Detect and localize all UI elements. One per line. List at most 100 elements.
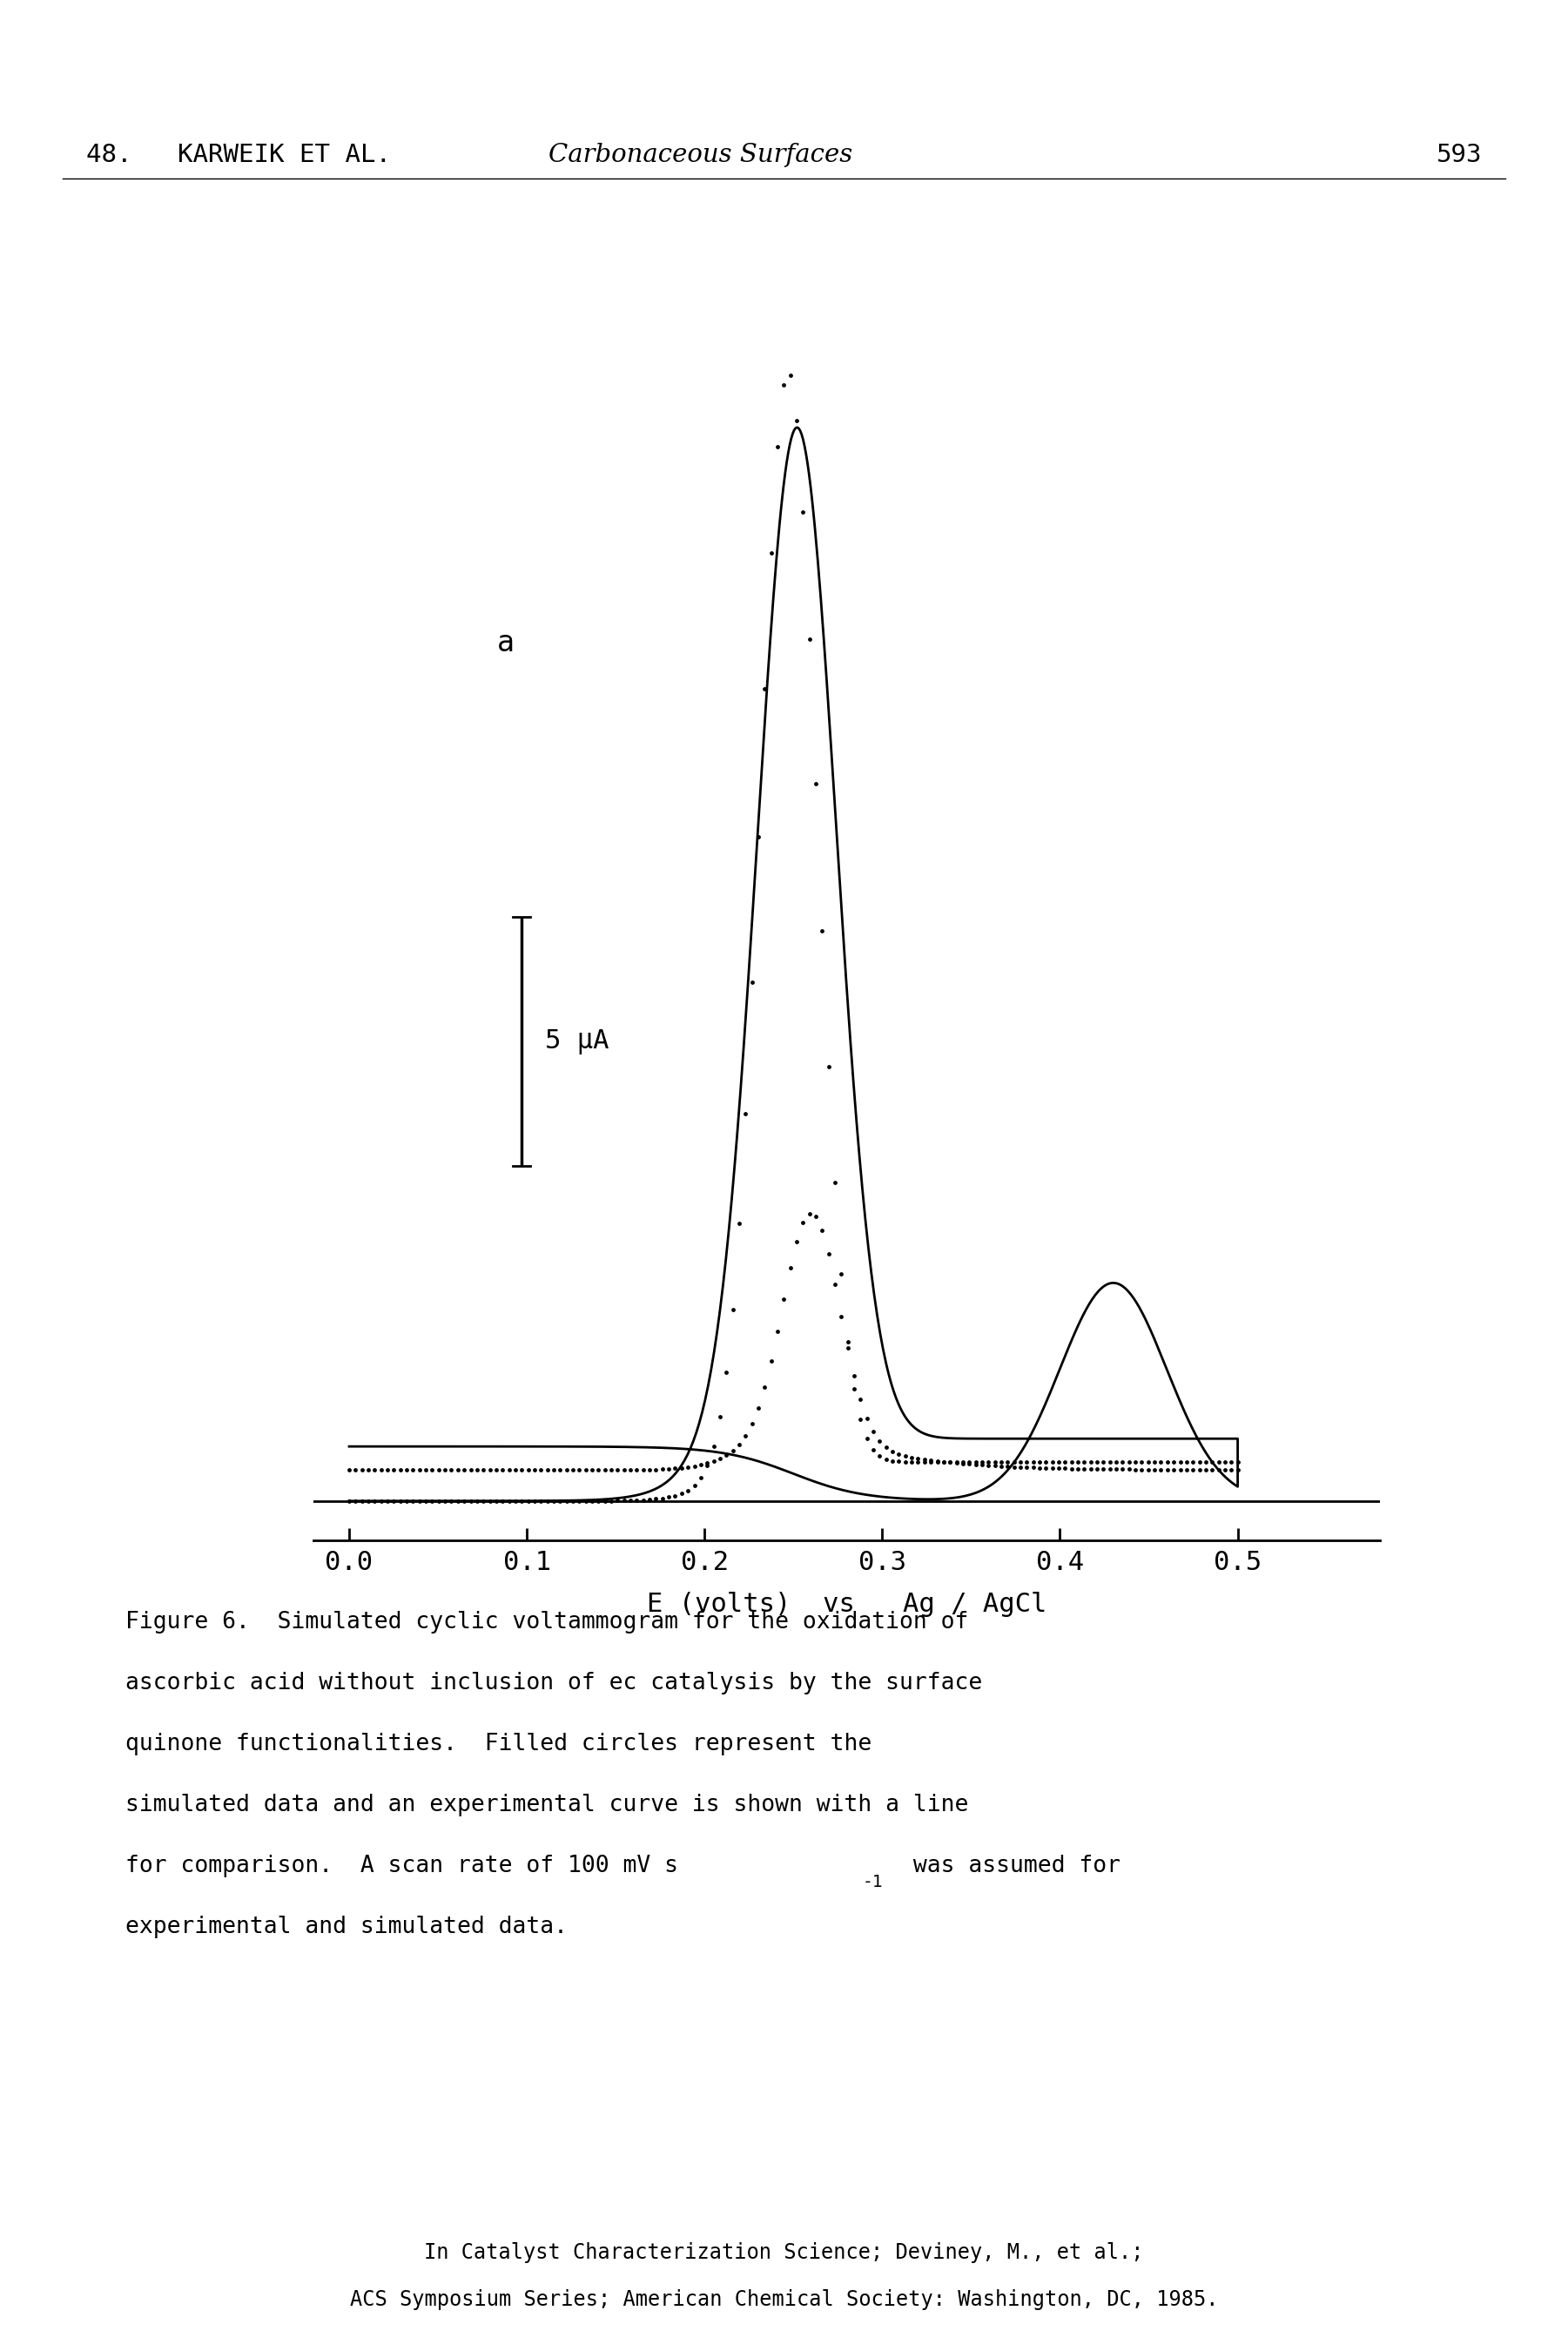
Point [547,1451,572,1488]
Point [643,1451,668,1488]
Point [790,1204,815,1241]
Point [458,1451,483,1488]
Point [491,1451,516,1488]
Point [1200,1451,1225,1488]
Point [497,1451,522,1488]
Point [778,1248,803,1286]
Point [368,1451,394,1488]
Point [695,1446,720,1483]
Point [350,1481,375,1519]
Point [1168,1444,1193,1481]
Point [387,1481,412,1519]
Point [464,1481,489,1519]
Point [630,1451,655,1488]
Point [815,1049,840,1086]
Point [337,1451,362,1488]
Point [605,1451,630,1488]
Point [464,1451,489,1488]
Point [695,1444,720,1481]
Point [1162,1444,1187,1481]
Point [580,1481,605,1519]
Point [433,1481,458,1519]
Point [1098,1444,1123,1481]
Point [829,1298,855,1335]
Point [1104,1451,1129,1488]
Point [433,1451,458,1488]
Point [343,1451,368,1488]
Point [996,1448,1021,1486]
Point [1187,1451,1212,1488]
Point [713,1354,739,1392]
Point [688,1446,713,1483]
Point [682,1467,707,1505]
Point [535,1451,560,1488]
Point [913,1441,938,1479]
Point [400,1481,425,1519]
Point [1040,1444,1065,1481]
Point [445,1481,470,1519]
Point [1071,1444,1096,1481]
Point [586,1451,612,1488]
Point [605,1481,630,1519]
Point [566,1481,591,1519]
Point [688,1460,713,1498]
Point [931,1444,956,1481]
Point [682,1448,707,1486]
Text: quinone functionalities.  Filled circles represent the: quinone functionalities. Filled circles … [125,1733,872,1756]
Text: 48.   KARWEIK ET AL.: 48. KARWEIK ET AL. [86,143,390,167]
Point [982,1446,1007,1483]
Point [720,1432,745,1469]
Point [1058,1444,1083,1481]
Point [842,1371,867,1408]
Point [713,1436,739,1474]
Point [732,1096,757,1133]
Point [1002,1444,1027,1481]
Point [1162,1451,1187,1488]
Point [848,1380,873,1418]
Point [560,1451,585,1488]
Point [784,402,809,440]
Point [375,1451,400,1488]
Point [586,1481,612,1519]
Point [1110,1444,1135,1481]
Point [522,1451,547,1488]
Point [624,1481,649,1519]
Point [676,1448,701,1486]
Point [649,1479,674,1516]
Point [1014,1448,1040,1486]
Point [1040,1448,1065,1486]
Point [836,1324,861,1361]
Point [982,1444,1007,1481]
Point [1021,1448,1046,1486]
Point [637,1481,662,1519]
Point [726,1204,751,1241]
Point [950,1444,975,1481]
Point [950,1444,975,1481]
Point [381,1481,406,1519]
Point [547,1481,572,1519]
Point [612,1481,637,1519]
Point [726,1425,751,1462]
Point [746,1389,771,1427]
Point [657,1479,682,1516]
Point [898,1439,924,1476]
Point [624,1451,649,1488]
Point [1002,1448,1027,1486]
Point [746,818,771,856]
Point [618,1481,643,1519]
Point [400,1451,425,1488]
Point [1014,1444,1040,1481]
Point [996,1444,1021,1481]
Point [873,1429,898,1467]
Point [408,1481,433,1519]
Point [1033,1448,1058,1486]
Point [1058,1451,1083,1488]
Point [599,1481,624,1519]
Point [842,1357,867,1394]
Point [657,1451,682,1488]
Point [387,1451,412,1488]
Point [836,1328,861,1366]
Point [649,1451,674,1488]
Point [925,1444,950,1481]
Point [880,1441,905,1479]
